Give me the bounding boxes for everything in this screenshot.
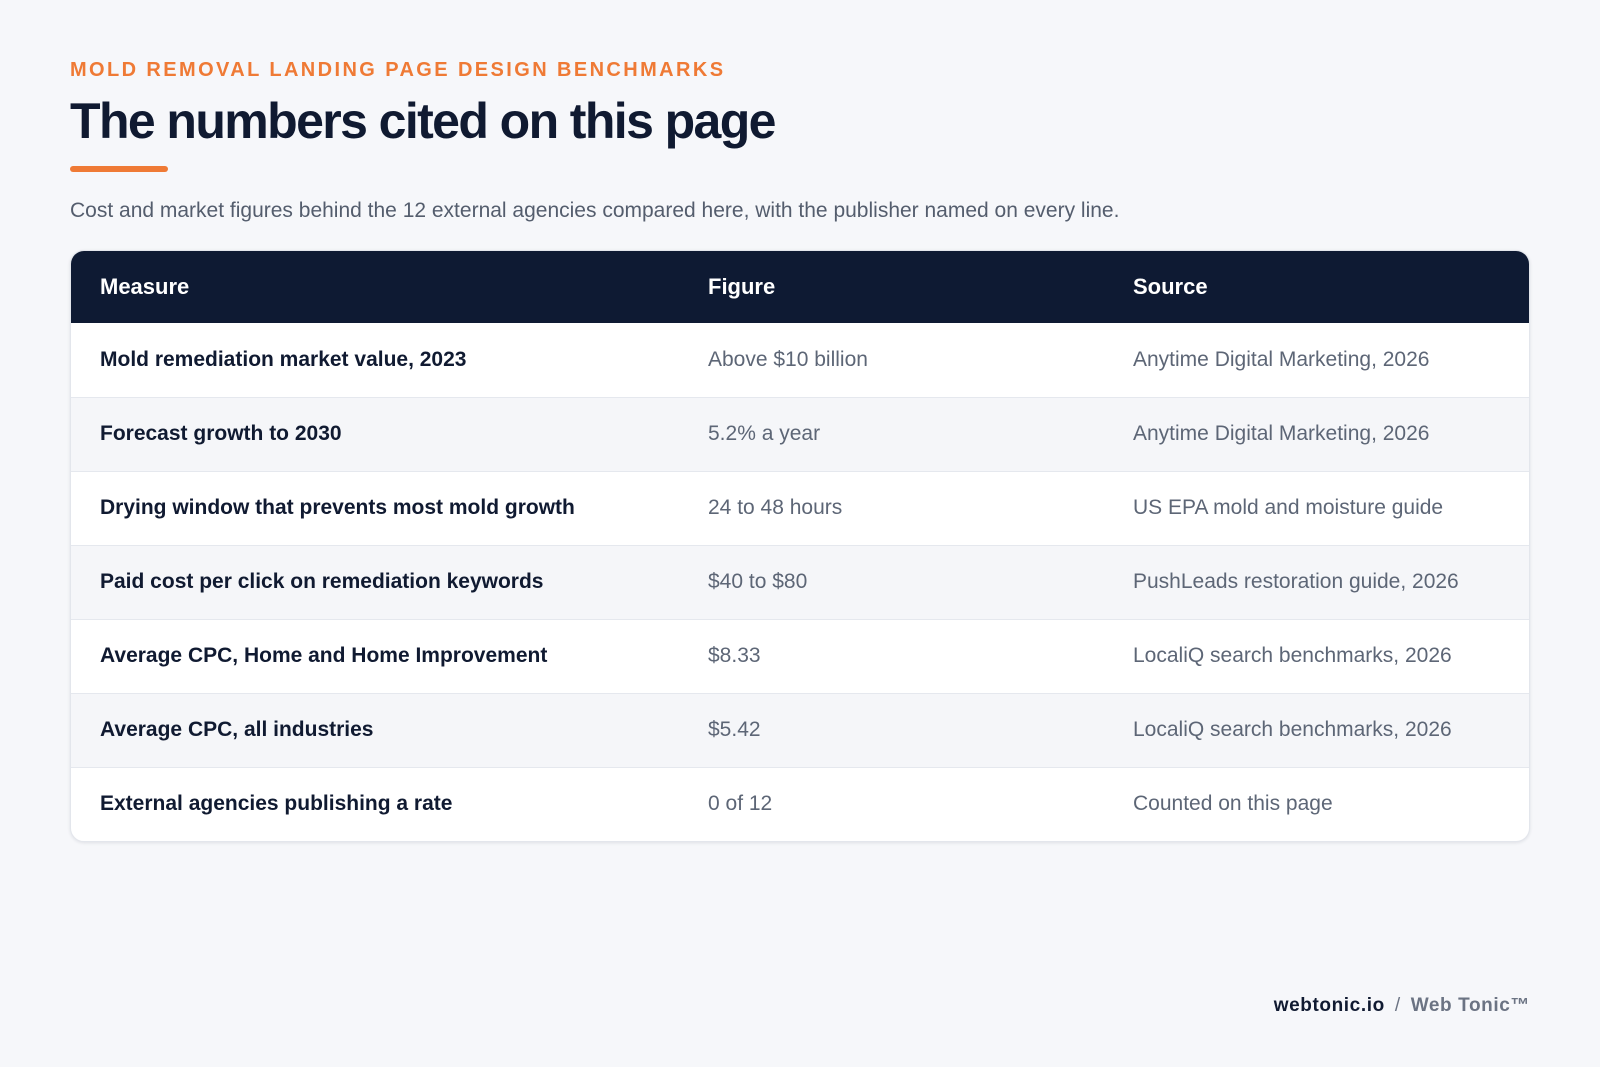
benchmarks-table: Measure Figure Source Mold remediation m… — [71, 251, 1529, 841]
column-header-figure: Figure — [708, 274, 776, 299]
table-row: Mold remediation market value, 2023 Abov… — [71, 323, 1529, 397]
measure-cell: Forecast growth to 2030 — [100, 422, 342, 445]
table-row: Average CPC, Home and Home Improvement $… — [71, 619, 1529, 693]
figure-cell: 5.2% a year — [708, 422, 821, 445]
figure-cell: Above $10 billion — [708, 347, 868, 371]
figure-cell: 0 of 12 — [708, 792, 773, 816]
table-row: Paid cost per click on remediation keywo… — [71, 545, 1529, 619]
source-cell: US EPA mold and moisture guide — [1133, 496, 1444, 519]
eyebrow-label: MOLD REMOVAL LANDING PAGE DESIGN BENCHMA… — [70, 59, 726, 81]
table-header-row: Measure Figure Source — [71, 251, 1529, 323]
footer-domain: webtonic.io — [1273, 995, 1385, 1016]
page-content: MOLD REMOVAL LANDING PAGE DESIGN BENCHMA… — [70, 56, 1530, 842]
measure-cell: Mold remediation market value, 2023 — [100, 347, 467, 371]
figure-cell: 24 to 48 hours — [708, 496, 843, 519]
benchmarks-table-card: Measure Figure Source Mold remediation m… — [70, 250, 1530, 842]
page-subtitle: Cost and market figures behind the 12 ex… — [70, 199, 1120, 222]
table-row: Average CPC, all industries $5.42 Locali… — [71, 693, 1529, 767]
table-row: Drying window that prevents most mold gr… — [71, 471, 1529, 545]
measure-cell: Paid cost per click on remediation keywo… — [100, 570, 544, 593]
source-cell: PushLeads restoration guide, 2026 — [1133, 570, 1459, 593]
footer-separator: / — [1394, 995, 1401, 1016]
source-cell: LocaliQ search benchmarks, 2026 — [1133, 644, 1452, 667]
source-cell: Anytime Digital Marketing, 2026 — [1133, 347, 1430, 371]
measure-cell: Average CPC, all industries — [100, 718, 374, 741]
table-row: External agencies publishing a rate 0 of… — [71, 767, 1529, 841]
table-row: Forecast growth to 2030 5.2% a year Anyt… — [71, 397, 1529, 471]
column-header-measure: Measure — [100, 274, 190, 299]
footer-credit: webtonic.io / Web Tonic™ — [1274, 995, 1530, 1017]
title-accent-bar — [70, 166, 168, 172]
source-cell: Anytime Digital Marketing, 2026 — [1133, 422, 1430, 445]
page-title: The numbers cited on this page — [70, 93, 776, 149]
column-header-source: Source — [1133, 274, 1208, 299]
figure-cell: $5.42 — [708, 718, 761, 741]
source-cell: LocaliQ search benchmarks, 2026 — [1133, 718, 1452, 741]
figure-cell: $8.33 — [708, 644, 761, 667]
footer-brand: Web Tonic™ — [1410, 995, 1530, 1016]
measure-cell: Average CPC, Home and Home Improvement — [100, 644, 548, 667]
figure-cell: $40 to $80 — [708, 570, 808, 593]
measure-cell: External agencies publishing a rate — [100, 792, 453, 816]
measure-cell: Drying window that prevents most mold gr… — [100, 496, 575, 519]
source-cell: Counted on this page — [1133, 792, 1333, 816]
